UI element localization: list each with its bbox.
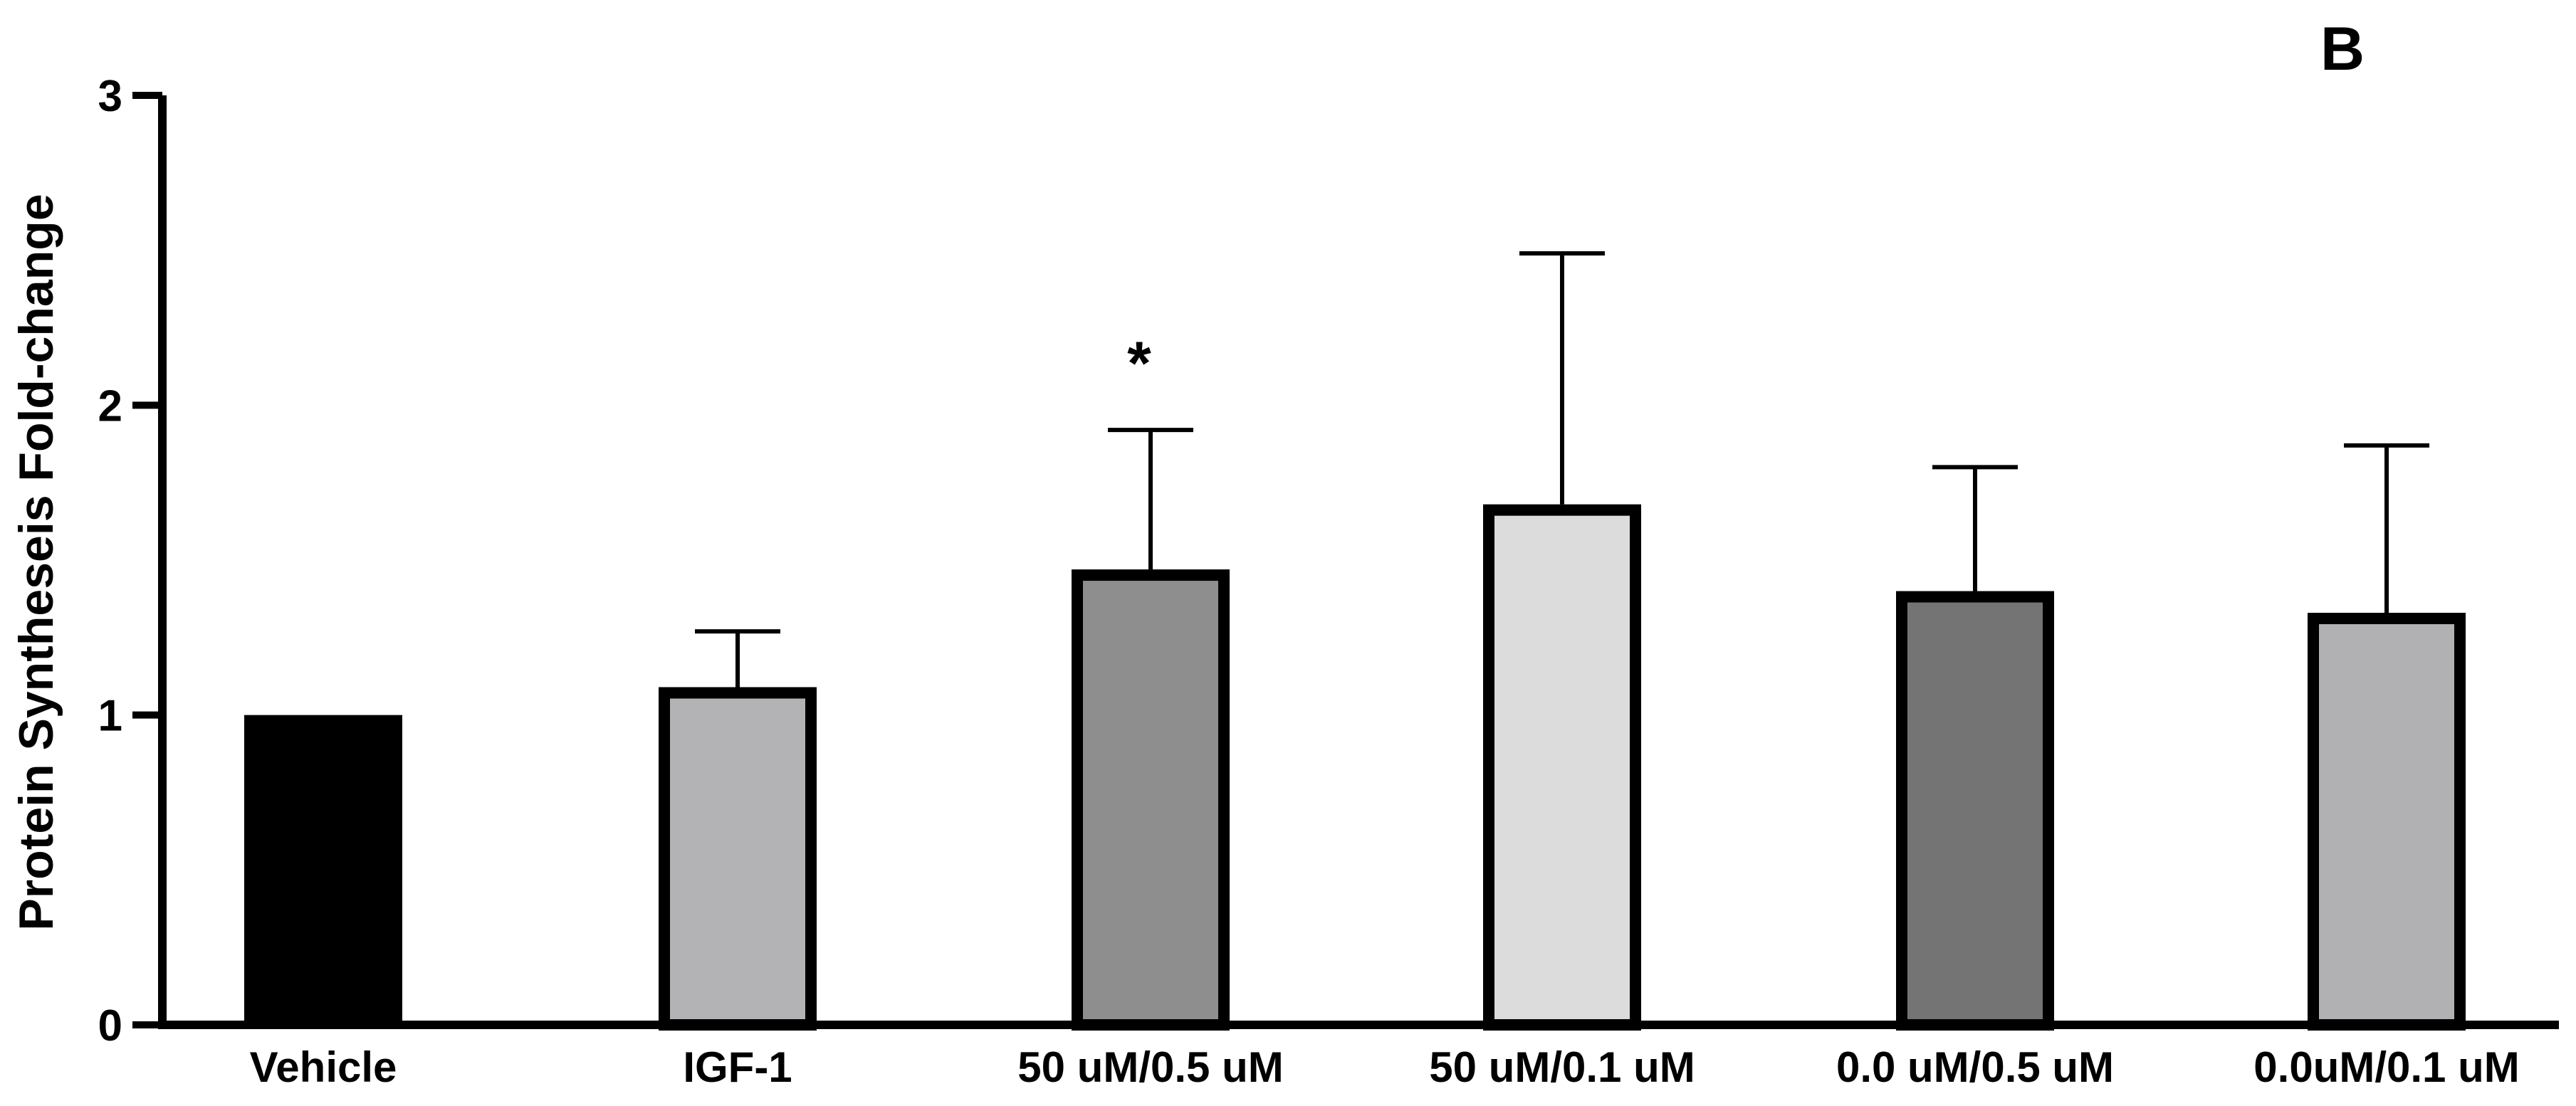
- panel-label: B: [2320, 15, 2365, 83]
- y-tick-label: 1: [98, 692, 122, 741]
- y-axis-label: Protein Syntheseis Fold-change: [9, 194, 63, 930]
- x-tick-label: 50 uM/0.1 uM: [1429, 1043, 1695, 1091]
- significance-marker: *: [1127, 330, 1151, 398]
- y-tick-label: 2: [98, 381, 122, 431]
- axes-layer: [158, 95, 2559, 1029]
- y-tick-label: 0: [98, 1001, 122, 1050]
- x-tick-label: 0.0uM/0.1 uM: [2253, 1043, 2519, 1091]
- bar: [1072, 569, 1230, 1031]
- bar: [1896, 591, 2054, 1031]
- x-tick-label: 50 uM/0.5 uM: [1017, 1043, 1283, 1091]
- ticks-layer: 0 1 2 3 Vehicle IGF-1 50 uM/0.5 uM 50 uM/0.1 uM…: [98, 72, 2520, 1091]
- x-tick-label: IGF-1: [683, 1043, 792, 1091]
- bar: [1483, 504, 1641, 1031]
- x-tick-label: Vehicle: [250, 1043, 397, 1091]
- bar: [244, 715, 402, 1025]
- y-tick-label: 3: [98, 72, 122, 121]
- bar: [659, 687, 817, 1031]
- bars-layer: *: [244, 251, 2466, 1031]
- bar: [2308, 613, 2466, 1031]
- x-tick-label: 0.0 uM/0.5 uM: [1836, 1043, 2114, 1091]
